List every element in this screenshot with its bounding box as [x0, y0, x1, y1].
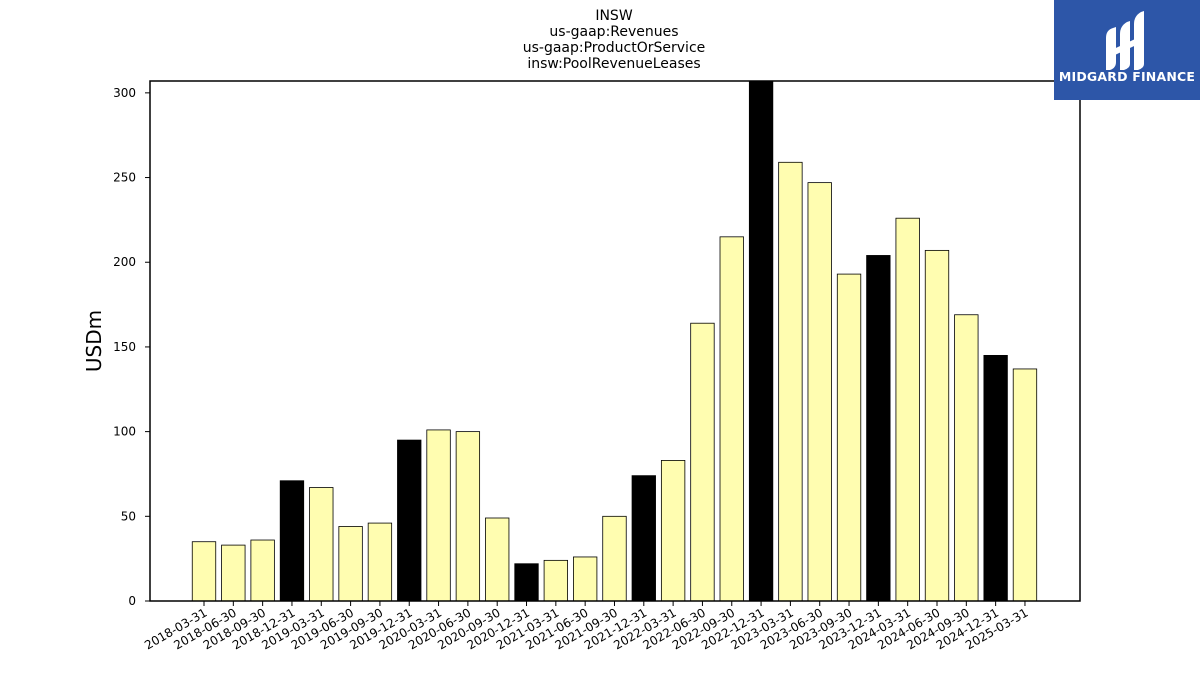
title-line-2: us-gaap:Revenues: [549, 24, 678, 40]
bar-2021-12-31: [631, 475, 656, 602]
title-line-3: us-gaap:ProductOrService: [523, 40, 706, 56]
logo-text: MIDGARD FINANCE: [1059, 69, 1195, 84]
bar-2019-12-31: [397, 439, 422, 602]
bar-2021-03-31: [543, 559, 568, 602]
title-line-1: INSW: [595, 8, 632, 24]
title-line-4: insw:PoolRevenueLeases: [527, 56, 700, 72]
y-axis-label: USDm: [82, 310, 106, 372]
y-tick-label: 100: [113, 425, 136, 439]
bars-group: [191, 80, 1038, 602]
bar-2019-03-31: [309, 487, 334, 602]
y-tick-label: 150: [113, 340, 136, 354]
bar-2022-03-31: [660, 460, 686, 602]
y-axis: 0 50 100 150 200 250 300: [113, 86, 150, 608]
bar-2018-12-31: [279, 480, 305, 602]
plot-frame: [149, 80, 1081, 602]
bar-2018-06-30: [221, 544, 246, 602]
bar-2024-03-31: [895, 217, 920, 602]
chart-title: INSW us-gaap:Revenues us-gaap:ProductOrS…: [523, 8, 706, 72]
bar-2020-03-31: [426, 429, 451, 602]
bar-2019-09-30: [367, 522, 393, 602]
y-tick-label: 200: [113, 255, 136, 269]
bar-2018-09-30: [250, 539, 275, 602]
bar-2022-09-30: [719, 236, 744, 602]
bar-2024-12-31: [983, 354, 1008, 602]
bar-2018-03-31: [191, 541, 217, 602]
x-axis: 2018-03-312018-06-302018-09-302018-12-31…: [142, 601, 1030, 652]
bar-2023-09-30: [836, 273, 862, 602]
bar-2020-12-31: [514, 563, 539, 602]
bar-2024-09-30: [954, 314, 979, 602]
bar-2021-09-30: [602, 515, 627, 602]
bar-2023-06-30: [807, 182, 832, 602]
bar-2020-09-30: [485, 517, 510, 602]
y-tick-label: 300: [113, 86, 136, 100]
midgard-logo-icon: [1106, 11, 1144, 70]
bar-2021-06-30: [573, 556, 598, 602]
bar-2022-12-31: [748, 80, 774, 602]
y-tick-label: 50: [121, 509, 136, 523]
bar-2025-03-31: [1012, 368, 1038, 602]
y-tick-label: 0: [128, 594, 136, 608]
bar-2024-06-30: [924, 249, 950, 602]
bar-2023-12-31: [866, 255, 891, 602]
bar-2022-06-30: [690, 322, 715, 602]
bar-2020-06-30: [455, 431, 481, 602]
y-tick-label: 250: [113, 171, 136, 185]
bar-2023-03-31: [778, 161, 803, 602]
midgard-logo: MIDGARD FINANCE: [1054, 0, 1200, 100]
bar-2019-06-30: [338, 526, 363, 602]
